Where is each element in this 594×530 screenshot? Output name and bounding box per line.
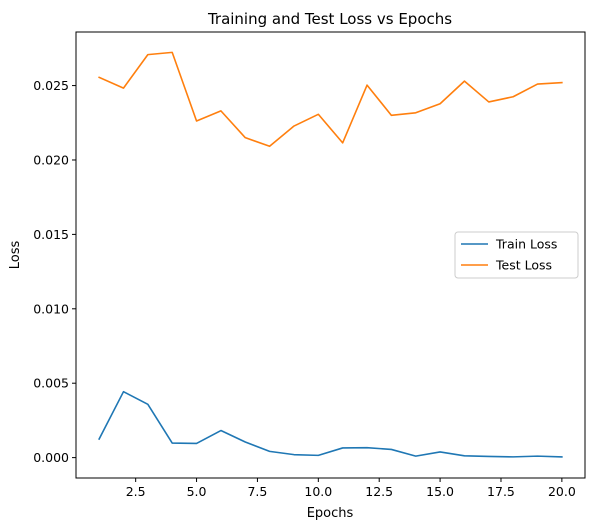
y-tick-label: 0.005 (33, 376, 69, 391)
y-axis-label: Loss (8, 241, 23, 270)
x-tick-label: 7.5 (247, 484, 267, 499)
y-tick-label: 0.020 (33, 152, 69, 167)
x-tick-label: 17.5 (487, 484, 515, 499)
legend-label-test-loss: Test Loss (495, 258, 552, 273)
y-tick-label: 0.000 (33, 450, 69, 465)
x-axis: 2.5 5.0 7.5 10.0 12.5 15.0 17.5 20.0 (126, 478, 576, 499)
series-lines (98, 51, 563, 458)
series-line-test-loss (98, 51, 563, 148)
y-tick-label: 0.010 (33, 301, 69, 316)
y-tick-label: 0.015 (33, 227, 69, 242)
x-tick-label: 2.5 (126, 484, 146, 499)
plot-area (75, 31, 586, 479)
x-tick-label: 15.0 (426, 484, 454, 499)
series-line-train-loss (98, 390, 563, 458)
x-tick-label: 20.0 (548, 484, 576, 499)
x-tick-label: 5.0 (187, 484, 207, 499)
legend-label-train-loss: Train Loss (495, 237, 557, 252)
y-axis: 0.000 0.005 0.010 0.015 0.020 0.025 (33, 78, 76, 465)
x-tick-label: 10.0 (304, 484, 332, 499)
chart-title: Training and Test Loss vs Epochs (207, 10, 452, 28)
y-tick-label: 0.025 (33, 78, 69, 93)
x-axis-label: Epochs (307, 506, 354, 521)
legend: Train Loss Test Loss (454, 231, 579, 279)
x-tick-label: 12.5 (365, 484, 393, 499)
